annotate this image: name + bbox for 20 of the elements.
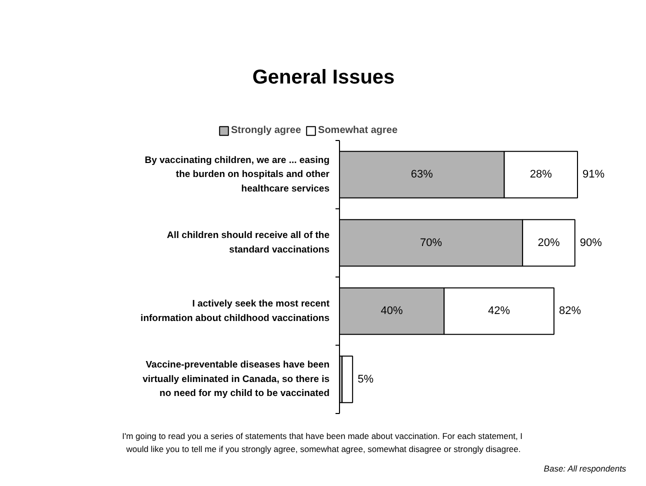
y-tick-label: I actively seek the most recent information about childhood vaccinations [140,298,330,324]
data-label: 40% [380,305,404,318]
data-label: 42% [488,305,510,318]
bar [342,356,354,404]
data-label: 20% [538,236,560,249]
y-tick-label: All children should receive all of the standard vaccinations [166,230,330,256]
text: I'm going to read you a series of statements that have been made about vaccination. For each statement, I would like you to tell me if you strongly agree, somewhat agree, somewhat disagree or strongly disagree. [122,431,523,454]
text: Base: All respondents [544,464,627,474]
legend-label: Strongly agree [231,125,302,136]
chart-title: General Issues [252,66,395,88]
total-label: 82% [558,305,582,318]
data-label: 63% [410,168,434,181]
total-label: 90% [580,236,602,249]
total-label: 91% [582,168,605,181]
data-label: 70% [420,236,442,249]
data-label: 28% [530,168,552,181]
y-tick-label: By vaccinating children, we are ... easing the burden on hospitals and other healthcare services [144,154,330,194]
legend-label: Somewhat agree [318,125,398,136]
y-tick-label: Vaccine-preventable diseases have been virtually eliminated in Canada, so there is no need for my child to be vaccinated [142,360,330,400]
total-label: 5% [358,373,374,386]
